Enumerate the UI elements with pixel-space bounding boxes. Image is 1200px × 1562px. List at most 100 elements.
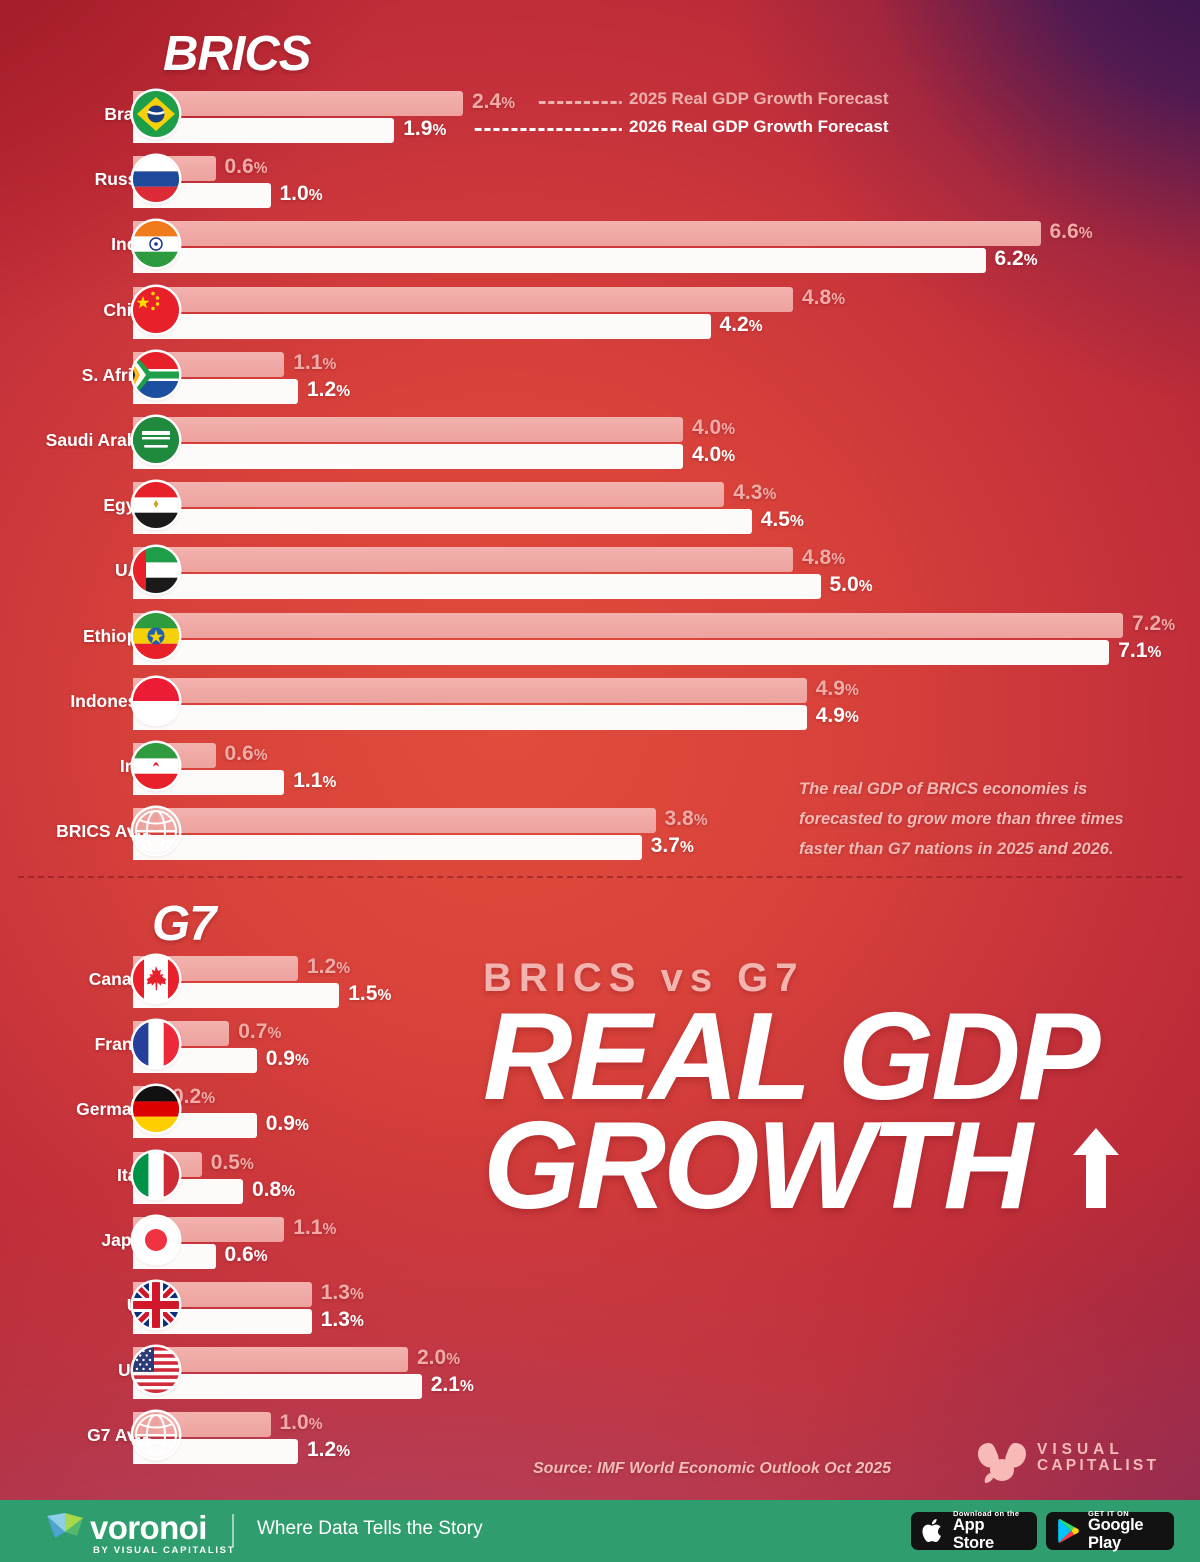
value-label-2025: 0.6%: [224, 155, 268, 179]
vc-wordmark-line2: CAPITALIST: [1037, 1457, 1160, 1475]
value-label-2025: 4.9%: [815, 676, 859, 700]
value-label-2026: 4.2%: [719, 312, 763, 336]
google-play-icon: [1058, 1519, 1079, 1543]
visual-capitalist-wordmark: VISUAL CAPITALIST: [1037, 1441, 1160, 1475]
flag-ethiopia: [133, 612, 179, 659]
flag-india: [133, 221, 179, 268]
country-label: Russia: [94, 169, 152, 190]
value-label-2025: 1.1%: [293, 350, 337, 374]
country-label: UK: [0, 1272, 152, 1338]
voronoi-logo-icon: [47, 1513, 83, 1550]
country-label: Saudi Arabia: [45, 430, 152, 450]
value-label-2026: 1.9%: [403, 117, 447, 140]
footer-bar: voronoi BY VISUAL CAPITALIST Where Data …: [0, 1500, 1200, 1562]
flag-germany: [133, 1086, 179, 1133]
value-label-2025: 4.8%: [802, 285, 846, 309]
visual-capitalist-logo[interactable]: VISUAL CAPITALIST: [975, 1437, 1165, 1489]
voronoi-subwordmark: BY VISUAL CAPITALIST: [93, 1545, 236, 1556]
value-label-2026: 0.9%: [265, 1112, 309, 1136]
flag-uk: [133, 1282, 179, 1328]
value-label-2025: 4.8%: [802, 546, 846, 570]
bar-2026: [133, 704, 807, 730]
app-store-badge[interactable]: Download on the App Store: [911, 1508, 1037, 1553]
flag-uae: [133, 547, 179, 594]
country-label: Iran: [0, 733, 152, 799]
value-label-2026: 1.1%: [293, 769, 337, 792]
growth-arrow-icon: [1073, 1128, 1119, 1208]
country-label: Canada: [88, 969, 152, 989]
country-label: U.S.: [0, 1337, 152, 1403]
globe-icon: [133, 1412, 179, 1458]
hero-title-block: BRICS vs G7 REAL GDP GROWTH: [483, 956, 1183, 1235]
flag-indonesia: [133, 677, 179, 724]
bar-2025: [133, 417, 683, 442]
legend-dash-2025: [538, 101, 622, 104]
bar-row: Italy 0.5% 0.8%: [0, 1142, 1200, 1208]
bar-2026: [133, 639, 1110, 665]
value-label-2026: 0.8%: [252, 1177, 296, 1201]
bar-2025: [133, 547, 793, 573]
bar-row: Canada 1.2% 1.5%: [0, 946, 1200, 1012]
bar-2025: [133, 808, 656, 834]
flag-egypt: [133, 482, 179, 529]
brics-annotation-note: The real GDP of BRICS economies is forec…: [799, 780, 1124, 859]
value-label-2025: 2.4%: [472, 90, 516, 113]
value-label-2026: 0.9%: [265, 1047, 309, 1071]
bar-2026: [133, 248, 986, 274]
value-label-2025: 1.3%: [320, 1281, 364, 1304]
value-label-2026: 4.0%: [692, 443, 736, 466]
bar-2026: [133, 1374, 422, 1400]
brics-section-title: BRICS: [163, 27, 311, 81]
hero-kicker: BRICS vs G7: [483, 956, 805, 1000]
country-label: Germany: [76, 1099, 152, 1120]
hero-title-line2: GROWTH: [483, 1096, 1033, 1235]
value-label-2025: 0.2%: [172, 1085, 216, 1109]
country-label: UAE: [0, 537, 152, 603]
bar-2025: [133, 482, 725, 508]
value-label-2026: 0.6%: [224, 1242, 268, 1266]
value-label-2026: 1.0%: [279, 182, 323, 206]
country-label: China: [103, 299, 152, 320]
app-store-badge-text: Download on the App Store: [953, 1508, 1026, 1553]
bar-2026: [133, 835, 642, 861]
flag-usa: [133, 1347, 179, 1394]
value-label-2026: 7.1%: [1118, 638, 1162, 662]
bar-row: UAE 4.8% 5.0%: [0, 537, 1200, 603]
footer-separator: [232, 1514, 234, 1547]
bar-row: Germany 0.2% 0.9%: [0, 1076, 1200, 1142]
value-label-2026: 1.3%: [320, 1308, 364, 1331]
country-label: S. Africa: [81, 364, 152, 385]
country-label: India: [111, 234, 152, 255]
value-label-2025: 0.6%: [224, 742, 268, 765]
value-label-2026: 1.5%: [348, 982, 392, 1005]
bar-row: Japan 1.1% 0.6%: [0, 1207, 1200, 1273]
value-label-2026: 2.1%: [430, 1373, 474, 1397]
visual-capitalist-mark-icon: [978, 1443, 1026, 1483]
apple-icon: [922, 1519, 941, 1543]
bar-row: G7 Avg. 1.0% 1.2%: [0, 1402, 1200, 1468]
value-label-2026: 4.5%: [760, 508, 804, 532]
value-label-2025: 7.2%: [1132, 611, 1176, 635]
bar-2025: [133, 286, 793, 312]
value-label-2025: 1.2%: [307, 955, 351, 978]
voronoi-wordmark[interactable]: voronoi: [90, 1509, 207, 1546]
google-play-badge[interactable]: GET IT ON Google Play: [1046, 1509, 1174, 1552]
google-play-badge-big: Google Play: [1088, 1516, 1144, 1552]
value-label-2025: 0.5%: [210, 1150, 254, 1174]
bar-row: S. Africa 1.1% 1.2%: [0, 342, 1200, 408]
bar-2026: [133, 444, 683, 469]
flag-brazil: [133, 91, 179, 137]
bar-row: BRICS Avg. 3.8% 3.7%: [0, 798, 1200, 864]
country-label: Egypt: [103, 495, 152, 516]
bar-2026: [133, 574, 821, 600]
bar-row: UK 1.3% 1.3%: [0, 1272, 1200, 1338]
value-label-2025: 4.3%: [733, 481, 777, 505]
value-label-2026: 5.0%: [829, 573, 873, 597]
bar-row: India 6.6% 6.2%: [0, 211, 1200, 277]
value-label-2026: 3.7%: [650, 834, 694, 858]
app-store-badge-small: Download on the: [953, 1508, 1020, 1518]
country-label: BRICS Avg.: [56, 821, 152, 842]
source-credit: Source: IMF World Economic Outlook Oct 2…: [533, 1460, 891, 1477]
